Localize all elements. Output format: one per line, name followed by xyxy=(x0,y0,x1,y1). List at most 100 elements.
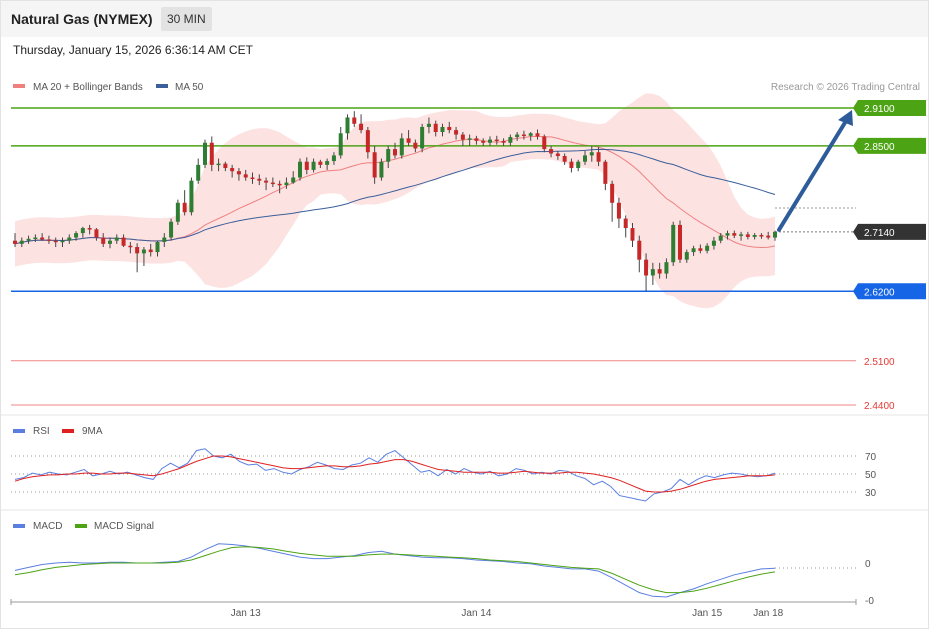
candle-body xyxy=(576,161,581,169)
candle-body xyxy=(352,117,357,124)
candle-body xyxy=(766,235,771,238)
candle-body xyxy=(426,123,431,127)
candle-body xyxy=(46,239,51,241)
candle-body xyxy=(725,233,730,236)
legend-rsi-label: RSI xyxy=(33,426,50,437)
level-label-1: 2.8500 xyxy=(864,142,895,153)
current-price-tag xyxy=(853,223,926,240)
candle-body xyxy=(162,237,167,242)
candle-body xyxy=(759,235,764,237)
macd-line xyxy=(14,543,776,598)
candle-body xyxy=(474,138,479,141)
candle-body xyxy=(521,134,526,137)
candle-body xyxy=(148,249,153,253)
candle-body xyxy=(236,171,241,175)
candle-body xyxy=(338,133,343,156)
ma50-line xyxy=(14,148,776,245)
candle-body xyxy=(311,161,316,170)
candle-body xyxy=(304,161,309,170)
candle-body xyxy=(399,138,404,156)
candle-body xyxy=(528,133,533,136)
candle-body xyxy=(284,182,289,186)
candle-body xyxy=(705,245,710,251)
candle-body xyxy=(33,237,38,240)
candle-body xyxy=(460,134,465,140)
candle-body xyxy=(175,202,180,222)
x-tick-label: Jan 15 xyxy=(692,608,722,619)
candle-body xyxy=(440,126,445,133)
candle-body xyxy=(13,240,17,244)
candle-body xyxy=(365,130,370,153)
candle-body xyxy=(501,140,506,143)
candle-body xyxy=(644,259,649,276)
legend-swatch-macd xyxy=(13,524,25,528)
legend-9ma-label: 9MA xyxy=(82,426,103,437)
legend-macd-label: MACD xyxy=(33,521,62,532)
candle-body xyxy=(189,180,194,213)
candle-body xyxy=(359,123,364,131)
candle-body xyxy=(379,161,384,178)
x-tick-label: Jan 14 xyxy=(461,608,491,619)
level-label-2: 2.6200 xyxy=(864,287,895,298)
timeframe-badge[interactable]: 30 MIN xyxy=(161,7,212,31)
rsi-9ma-line xyxy=(14,455,776,493)
candle-body xyxy=(393,149,397,156)
candle-body xyxy=(467,138,472,140)
candle-body xyxy=(87,228,92,230)
candle-body xyxy=(691,248,696,253)
candle-body xyxy=(257,178,262,181)
candle-body xyxy=(223,163,228,169)
candle-body xyxy=(610,183,615,203)
candle-body xyxy=(596,152,601,162)
candle-body xyxy=(698,248,703,251)
candle-body xyxy=(216,163,221,166)
candle-body xyxy=(535,133,540,137)
candle-body xyxy=(135,247,140,254)
candle-body xyxy=(678,224,682,260)
level-tag-2 xyxy=(853,283,926,300)
candle-body xyxy=(298,161,302,178)
projection-arrowhead xyxy=(838,110,853,126)
candle-body xyxy=(291,177,296,183)
macd-tick-label: 0 xyxy=(865,559,871,570)
candle-body xyxy=(406,138,411,143)
candle-body xyxy=(420,126,425,149)
legend-swatch-9ma xyxy=(62,429,74,433)
candle-body xyxy=(616,202,621,219)
candle-body xyxy=(773,231,777,238)
legend-swatch-macd-signal xyxy=(75,524,87,528)
level-label-3: 2.5100 xyxy=(864,357,895,368)
candle-body xyxy=(325,161,330,165)
candle-body xyxy=(739,234,744,236)
candle-body xyxy=(488,139,492,143)
chart-timestamp: Thursday, January 15, 2026 6:36:14 AM CE… xyxy=(13,43,253,57)
candle-body xyxy=(141,249,146,254)
candle-body xyxy=(182,202,187,213)
candle-body xyxy=(203,142,207,165)
candle-body xyxy=(101,237,106,244)
candle-body xyxy=(121,237,126,246)
level-label-4: 2.4400 xyxy=(864,401,895,412)
level-tag-1 xyxy=(853,137,926,154)
candle-body xyxy=(671,224,676,263)
x-axis: Jan 13 Jan 14 Jan 15 Jan 18 xyxy=(10,599,857,619)
instrument-title: Natural Gas (NYMEX) xyxy=(11,11,153,27)
legend-swatch-rsi xyxy=(13,429,25,433)
candle-body xyxy=(542,136,547,150)
macd-tick-label: -0 xyxy=(865,596,874,607)
candle-body xyxy=(108,240,112,244)
candle-body xyxy=(53,240,58,243)
candle-body xyxy=(331,155,336,162)
rsi-line xyxy=(14,448,776,502)
macd-signal-line xyxy=(14,546,776,594)
candle-body xyxy=(664,262,669,274)
candle-body xyxy=(169,221,174,238)
credit-text: Research © 2026 Trading Central xyxy=(771,82,920,93)
candle-body xyxy=(555,153,560,157)
candle-body xyxy=(67,237,72,241)
projection-arrow xyxy=(777,119,848,232)
candle-body xyxy=(711,240,716,246)
candle-body xyxy=(243,174,248,178)
candle-body xyxy=(637,240,642,260)
